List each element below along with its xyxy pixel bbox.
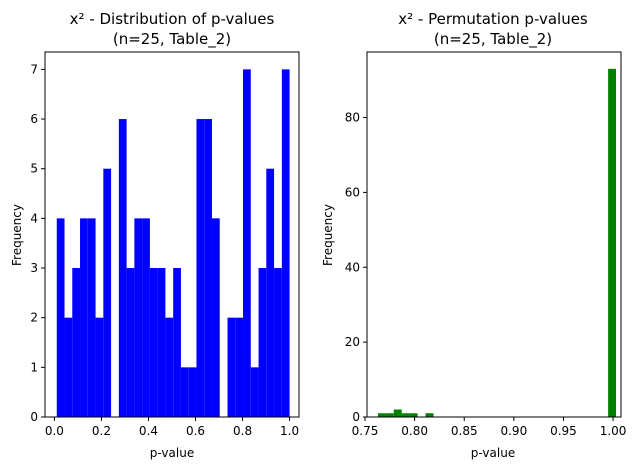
- left-bar: [204, 119, 212, 417]
- right-x-axis-label: p-value: [471, 446, 515, 460]
- left-y-tick-label: 5: [30, 162, 38, 176]
- left-y-axis-label: Frequency: [10, 204, 24, 266]
- left-bar: [157, 268, 166, 417]
- right-x-tick-label: 0.85: [451, 424, 478, 438]
- left-bar: [142, 218, 150, 417]
- left-x-tick-label: 0.6: [186, 424, 205, 438]
- left-x-tick-label: 0.8: [233, 424, 252, 438]
- left-plot-frame: [44, 51, 300, 418]
- left-y-tick-label: 6: [30, 112, 38, 126]
- right-x-tick-label: 0.90: [500, 424, 527, 438]
- right-bar: [608, 68, 617, 417]
- left-bars: [56, 69, 290, 417]
- right-x-tick-label: 0.95: [550, 424, 577, 438]
- left-x-tick-label: 0.2: [92, 424, 111, 438]
- left-bar: [87, 218, 96, 417]
- right-y-axis-label: Frequency: [321, 204, 335, 266]
- left-bar: [227, 317, 236, 417]
- left-bar: [80, 218, 88, 417]
- right-bar: [401, 413, 410, 417]
- left-y-tick-label: 7: [30, 62, 38, 76]
- left-y-tick-label: 4: [30, 211, 38, 225]
- left-histogram-panel: x² - Distribution of p-values (n=25, Tab…: [10, 10, 300, 460]
- left-bar: [281, 69, 290, 417]
- left-y-tick-label: 3: [30, 261, 38, 275]
- left-y-tick-label: 1: [30, 360, 38, 374]
- left-bar: [235, 317, 244, 417]
- right-y-tick-label: 60: [345, 185, 360, 199]
- left-chart-title-line1: x² - Distribution of p-values: [70, 10, 275, 28]
- right-y-tick-label: 0: [352, 410, 360, 424]
- left-bar: [134, 218, 143, 417]
- left-bar: [165, 317, 174, 417]
- left-bar: [103, 168, 112, 417]
- left-bar: [180, 367, 189, 417]
- right-y-tick-label: 20: [345, 335, 360, 349]
- right-x-ticks: 0.75 0.80 0.85 0.90 0.95 1.00: [352, 417, 627, 438]
- left-bar: [274, 268, 282, 417]
- right-histogram-panel: x² - Permutation p-values (n=25, Table_2…: [321, 10, 626, 460]
- left-bar: [243, 69, 251, 417]
- right-chart-title-line2: (n=25, Table_2): [434, 30, 552, 49]
- left-bar: [196, 119, 205, 417]
- right-bar: [425, 413, 434, 417]
- left-x-tick-label: 1.0: [280, 424, 299, 438]
- right-bar: [409, 413, 418, 417]
- left-chart-title-line2: (n=25, Table_2): [113, 30, 231, 49]
- left-y-ticks: 0 1 2 3 4 5 6 7: [30, 62, 45, 424]
- left-bar: [149, 268, 158, 417]
- right-bar: [385, 413, 394, 417]
- left-bar: [188, 367, 197, 417]
- right-bars: [377, 68, 617, 417]
- left-bar: [118, 119, 127, 417]
- left-bar: [126, 268, 135, 417]
- left-x-axis-label: p-value: [150, 446, 194, 460]
- left-bar: [72, 268, 81, 417]
- left-bar: [173, 268, 181, 417]
- left-y-tick-label: 2: [30, 311, 38, 325]
- right-bar: [393, 409, 402, 417]
- right-x-tick-label: 0.80: [401, 424, 428, 438]
- left-bar: [258, 268, 267, 417]
- left-x-tick-label: 0.4: [139, 424, 158, 438]
- left-bar: [211, 218, 220, 417]
- right-y-ticks: 0 20 40 60 80: [345, 111, 367, 424]
- left-bar: [266, 168, 275, 417]
- left-bar: [56, 218, 65, 417]
- right-plot-frame: [366, 51, 622, 418]
- right-x-tick-label: 1.00: [600, 424, 627, 438]
- left-y-tick-label: 0: [30, 410, 38, 424]
- right-x-tick-label: 0.75: [352, 424, 379, 438]
- left-x-tick-label: 0.0: [45, 424, 64, 438]
- left-bar: [64, 317, 73, 417]
- right-bar: [377, 413, 386, 417]
- right-chart-title-line1: x² - Permutation p-values: [398, 10, 588, 28]
- left-bar: [250, 367, 259, 417]
- right-y-tick-label: 80: [345, 111, 360, 125]
- left-x-ticks: 0.0 0.2 0.4 0.6 0.8 1.0: [45, 417, 299, 438]
- left-bar: [95, 317, 104, 417]
- right-y-tick-label: 40: [345, 260, 360, 274]
